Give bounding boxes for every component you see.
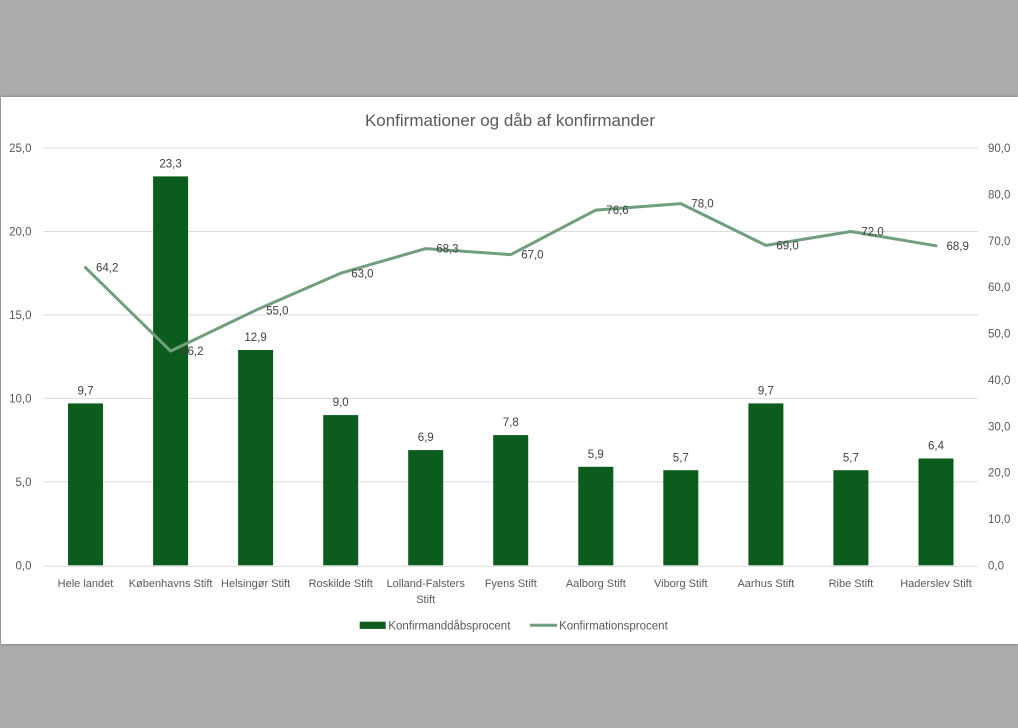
svg-text:76,6: 76,6 xyxy=(606,205,628,217)
svg-text:46,2: 46,2 xyxy=(181,346,203,358)
svg-text:Københavns Stift: Københavns Stift xyxy=(129,578,213,590)
svg-text:60,0: 60,0 xyxy=(988,282,1010,294)
svg-text:Aarhus Stift: Aarhus Stift xyxy=(737,578,794,590)
svg-text:20,0: 20,0 xyxy=(988,468,1010,480)
svg-text:Aalborg Stift: Aalborg Stift xyxy=(566,578,626,590)
svg-text:80,0: 80,0 xyxy=(988,190,1010,202)
svg-text:78,0: 78,0 xyxy=(691,199,713,211)
svg-text:5,7: 5,7 xyxy=(673,452,689,464)
svg-text:20,0: 20,0 xyxy=(9,227,31,239)
svg-text:Konfirmationsprocent: Konfirmationsprocent xyxy=(559,620,668,632)
svg-text:Stift: Stift xyxy=(416,594,435,606)
svg-text:9,7: 9,7 xyxy=(758,386,774,398)
svg-text:Viborg Stift: Viborg Stift xyxy=(654,578,708,590)
svg-text:25,0: 25,0 xyxy=(9,143,31,155)
svg-text:Fyens Stift: Fyens Stift xyxy=(485,578,537,590)
svg-text:30,0: 30,0 xyxy=(988,421,1010,433)
svg-text:5,9: 5,9 xyxy=(588,449,604,461)
svg-text:10,0: 10,0 xyxy=(988,514,1010,526)
svg-text:67,0: 67,0 xyxy=(521,250,543,262)
svg-text:23,3: 23,3 xyxy=(159,159,181,171)
svg-text:40,0: 40,0 xyxy=(988,375,1010,387)
svg-text:55,0: 55,0 xyxy=(266,305,288,317)
svg-text:5,7: 5,7 xyxy=(843,452,859,464)
svg-text:6,4: 6,4 xyxy=(928,441,945,453)
svg-text:Konfirmationer og dåb af konfi: Konfirmationer og dåb af konfirmander xyxy=(365,111,655,130)
svg-text:Konfirmanddåbsprocent: Konfirmanddåbsprocent xyxy=(388,620,511,632)
svg-text:69,0: 69,0 xyxy=(776,241,798,253)
svg-text:Helsingør Stift: Helsingør Stift xyxy=(221,578,290,590)
svg-text:Lolland-Falsters: Lolland-Falsters xyxy=(387,578,466,590)
svg-text:90,0: 90,0 xyxy=(988,143,1010,155)
svg-text:12,9: 12,9 xyxy=(244,332,266,344)
svg-text:0,0: 0,0 xyxy=(988,560,1004,572)
svg-text:6,9: 6,9 xyxy=(418,432,434,444)
svg-text:9,0: 9,0 xyxy=(333,397,349,409)
svg-text:5,0: 5,0 xyxy=(16,477,32,489)
svg-text:72,0: 72,0 xyxy=(861,227,883,239)
svg-text:10,0: 10,0 xyxy=(9,394,31,406)
svg-text:9,7: 9,7 xyxy=(78,386,94,398)
svg-text:Hele landet: Hele landet xyxy=(58,578,114,590)
svg-text:70,0: 70,0 xyxy=(988,236,1010,248)
svg-text:Ribe Stift: Ribe Stift xyxy=(829,578,874,590)
svg-text:15,0: 15,0 xyxy=(9,310,31,322)
svg-text:0,0: 0,0 xyxy=(16,560,32,572)
svg-text:Haderslev Stift: Haderslev Stift xyxy=(900,578,972,590)
svg-text:64,2: 64,2 xyxy=(96,263,118,275)
svg-text:63,0: 63,0 xyxy=(351,268,373,280)
svg-text:68,3: 68,3 xyxy=(436,244,458,256)
svg-text:7,8: 7,8 xyxy=(503,417,519,429)
svg-text:Roskilde Stift: Roskilde Stift xyxy=(309,578,373,590)
svg-text:68,9: 68,9 xyxy=(947,241,969,253)
svg-text:50,0: 50,0 xyxy=(988,329,1010,341)
